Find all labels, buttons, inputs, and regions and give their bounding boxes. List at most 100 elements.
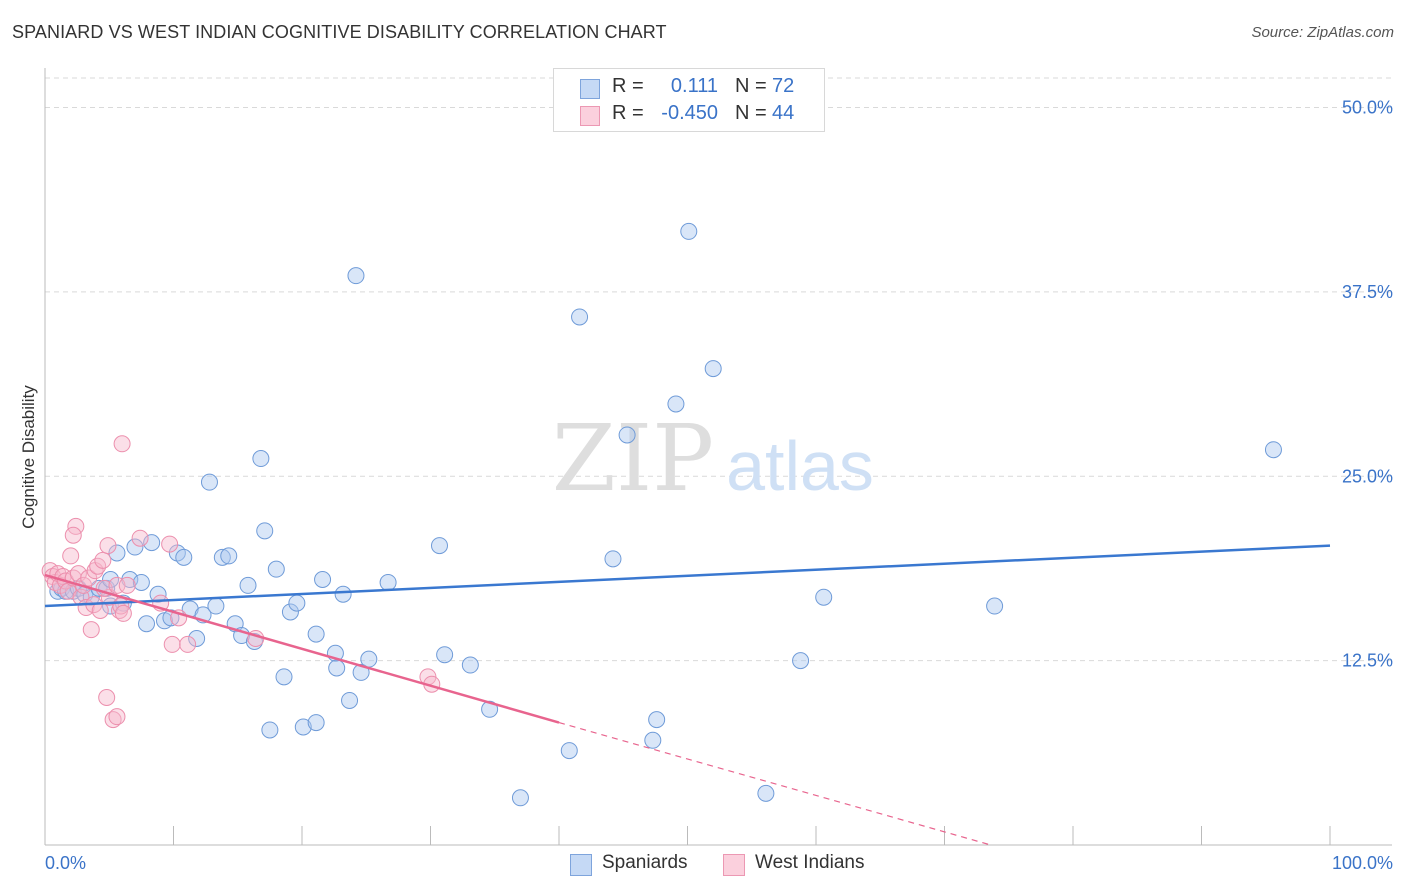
spaniard-point [792, 652, 810, 670]
y-tick-label: 12.5% [1342, 651, 1393, 671]
spaniard-point [560, 742, 578, 760]
spaniard-point [307, 625, 325, 643]
west-indians-trend-extension [558, 721, 991, 846]
tick-labels: 12.5% 25.0% 37.5% 50.0% 0.0% 100.0% [45, 98, 1393, 874]
watermark-zip: ZIP [552, 405, 714, 512]
trend-lines [44, 544, 1331, 846]
legend-swatch-pink [580, 106, 600, 126]
spaniard-point [648, 711, 666, 729]
y-tick-label: 25.0% [1342, 466, 1393, 486]
spaniard-point [294, 718, 312, 736]
spaniard-point [481, 700, 499, 718]
west-indian-point [64, 526, 82, 544]
spaniard-point [604, 550, 622, 568]
spaniard-point [138, 615, 156, 633]
spaniard-point [704, 360, 722, 378]
west-indian-point [98, 689, 116, 706]
west-indian-point [108, 708, 126, 726]
spaniard-point [256, 522, 274, 540]
legend-row-west-indians: R = -0.450 N = 44 [554, 102, 824, 128]
spaniard-point [680, 222, 698, 240]
spaniard-point [815, 588, 833, 606]
west-indian-point [163, 635, 181, 653]
bottom-legend-label: West Indians [755, 852, 865, 873]
spaniard-point [102, 571, 120, 588]
legend-swatch-blue [580, 79, 600, 99]
legend-n-value: 44 [772, 102, 795, 124]
legend-n-label: N = [735, 75, 767, 97]
legend-row-spaniards: R = 0.111 N = 72 [554, 75, 824, 101]
spaniard-point [252, 450, 270, 468]
bottom-legend-swatch-blue [570, 854, 592, 876]
west-indians-trend-line [44, 573, 560, 724]
x-tick-label: 0.0% [45, 853, 86, 873]
spaniard-point [188, 630, 206, 647]
spaniard-point [261, 721, 279, 739]
spaniard-point [644, 731, 662, 749]
watermark-atlas: atlas [726, 427, 874, 505]
axes [44, 68, 1392, 846]
spaniard-point [1264, 441, 1282, 459]
spaniards-points [49, 222, 1282, 807]
y-tick-label: 37.5% [1342, 282, 1393, 302]
west-indian-point [99, 537, 117, 555]
west-indian-point [94, 551, 112, 569]
y-tick-label: 50.0% [1342, 98, 1393, 118]
spaniard-point [220, 547, 238, 565]
spaniard-point [200, 473, 218, 491]
spaniard-point [207, 597, 225, 615]
bottom-legend-swatch-pink [723, 854, 745, 876]
spaniard-point [347, 267, 365, 285]
spaniard-point [757, 784, 775, 802]
west-indian-point [113, 435, 131, 453]
watermark: ZIP atlas [552, 405, 874, 512]
west-indian-point [82, 621, 100, 639]
legend-n-label: N = [735, 102, 767, 124]
spaniard-point [132, 573, 150, 591]
spaniard-point [267, 560, 285, 578]
spaniard-point [239, 576, 257, 594]
spaniard-point [511, 789, 529, 807]
west-indian-point [161, 535, 179, 553]
spaniard-point [986, 597, 1004, 615]
chart-title: SPANIARD VS WEST INDIAN COGNITIVE DISABI… [12, 22, 667, 42]
spaniard-point [436, 646, 454, 664]
west-indian-point [114, 604, 132, 622]
west-indian-point [131, 529, 149, 547]
spaniard-point [328, 659, 346, 677]
spaniard-point [571, 308, 589, 326]
west-indian-point [108, 576, 126, 594]
legend-r-value: -0.450 [661, 102, 718, 124]
spaniard-point [275, 668, 293, 686]
y-axis-label: Cognitive Disability [19, 385, 38, 529]
spaniard-point [360, 650, 378, 668]
spaniard-point [618, 426, 636, 444]
legend-n-value: 72 [772, 75, 795, 97]
west-indian-point [179, 635, 197, 653]
spaniard-point [430, 537, 448, 555]
source-credit: Source: ZipAtlas.com [1251, 24, 1394, 41]
spaniard-point [461, 656, 479, 674]
spaniard-point [314, 571, 332, 588]
legend-r-label: R = [612, 75, 644, 97]
spaniard-point [334, 585, 352, 603]
spaniard-point [108, 544, 126, 562]
spaniard-point [175, 548, 193, 566]
spaniard-point [379, 573, 397, 591]
spaniard-point [341, 691, 359, 709]
spaniard-point [307, 714, 325, 732]
spaniard-point [288, 594, 306, 612]
spaniard-point [352, 663, 370, 681]
spaniard-point [667, 395, 685, 413]
west-indian-point [118, 576, 136, 594]
spaniard-point [126, 538, 144, 556]
legend-r-value: 0.111 [670, 75, 718, 97]
west-indian-point [62, 547, 80, 565]
legend-r-label: R = [612, 102, 644, 124]
correlation-legend: R = 0.111 N = 72 R = -0.450 N = 44 [553, 68, 825, 132]
spaniard-point [213, 548, 231, 566]
spaniards-trend-line [44, 544, 1331, 608]
bottom-legend-label: Spaniards [602, 852, 688, 873]
x-tick-label: 100.0% [1332, 853, 1393, 873]
